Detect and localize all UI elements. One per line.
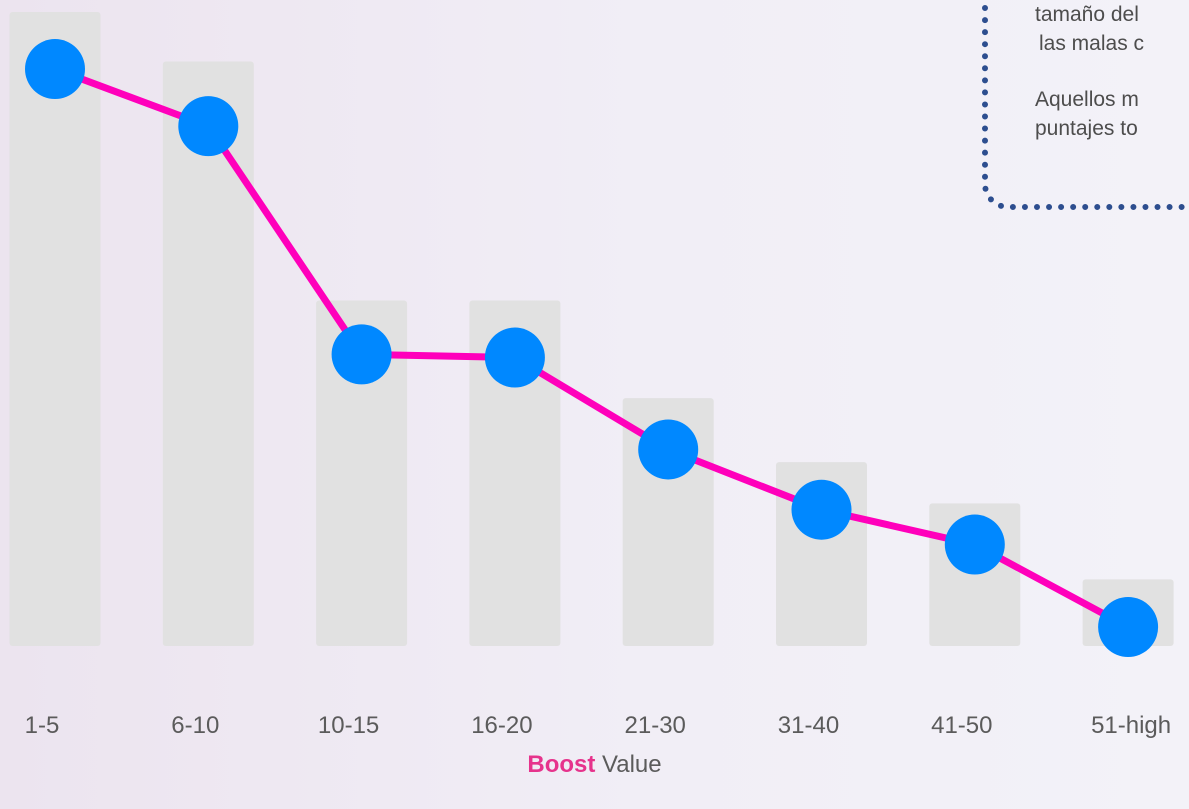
callout-border: [982, 0, 1189, 210]
bar-group: [9, 12, 1174, 646]
point-16-20: [484, 327, 545, 388]
bar-6-10: [162, 61, 254, 646]
bar-1-5: [9, 12, 101, 646]
point-1-5: [25, 39, 85, 100]
point-10-15: [331, 324, 392, 385]
callout-line-3: Aquellos m: [1035, 88, 1139, 111]
x-tick-16-20: 16-20: [471, 712, 532, 739]
bar-16-20: [469, 300, 561, 646]
x-tick-21-30: 21-30: [625, 712, 686, 739]
x-tick-31-40: 31-40: [778, 712, 839, 739]
bar-10-15: [316, 300, 408, 646]
callout-line-2: las malas c: [1039, 32, 1145, 55]
callout-line-4: puntajes to: [1035, 117, 1138, 140]
callout-text: tamaño del las malas c Aquellos m puntaj…: [1035, 0, 1189, 143]
x-tick-1-5: 1-5: [25, 712, 60, 739]
point-21-30: [638, 419, 699, 480]
x-tick-51-high: 51-high: [1091, 712, 1171, 739]
x-tick-labels: 1-5 6-10 10-15 16-20 21-30 31-40 41-50 51-high: [25, 712, 1171, 739]
marker-group: [25, 39, 1159, 657]
x-axis-title-rest: Value: [595, 751, 662, 778]
point-31-40: [791, 479, 852, 540]
x-axis-title: Boost Value: [0, 751, 1189, 779]
x-tick-41-50: 41-50: [931, 712, 992, 739]
point-51-high: [1098, 596, 1159, 657]
callout-line-1: tamaño del: [1035, 3, 1139, 26]
x-axis-title-bold: Boost: [527, 751, 596, 778]
x-tick-10-15: 10-15: [318, 712, 379, 739]
x-tick-6-10: 6-10: [171, 712, 219, 739]
point-41-50: [944, 514, 1005, 575]
point-6-10: [178, 96, 239, 157]
